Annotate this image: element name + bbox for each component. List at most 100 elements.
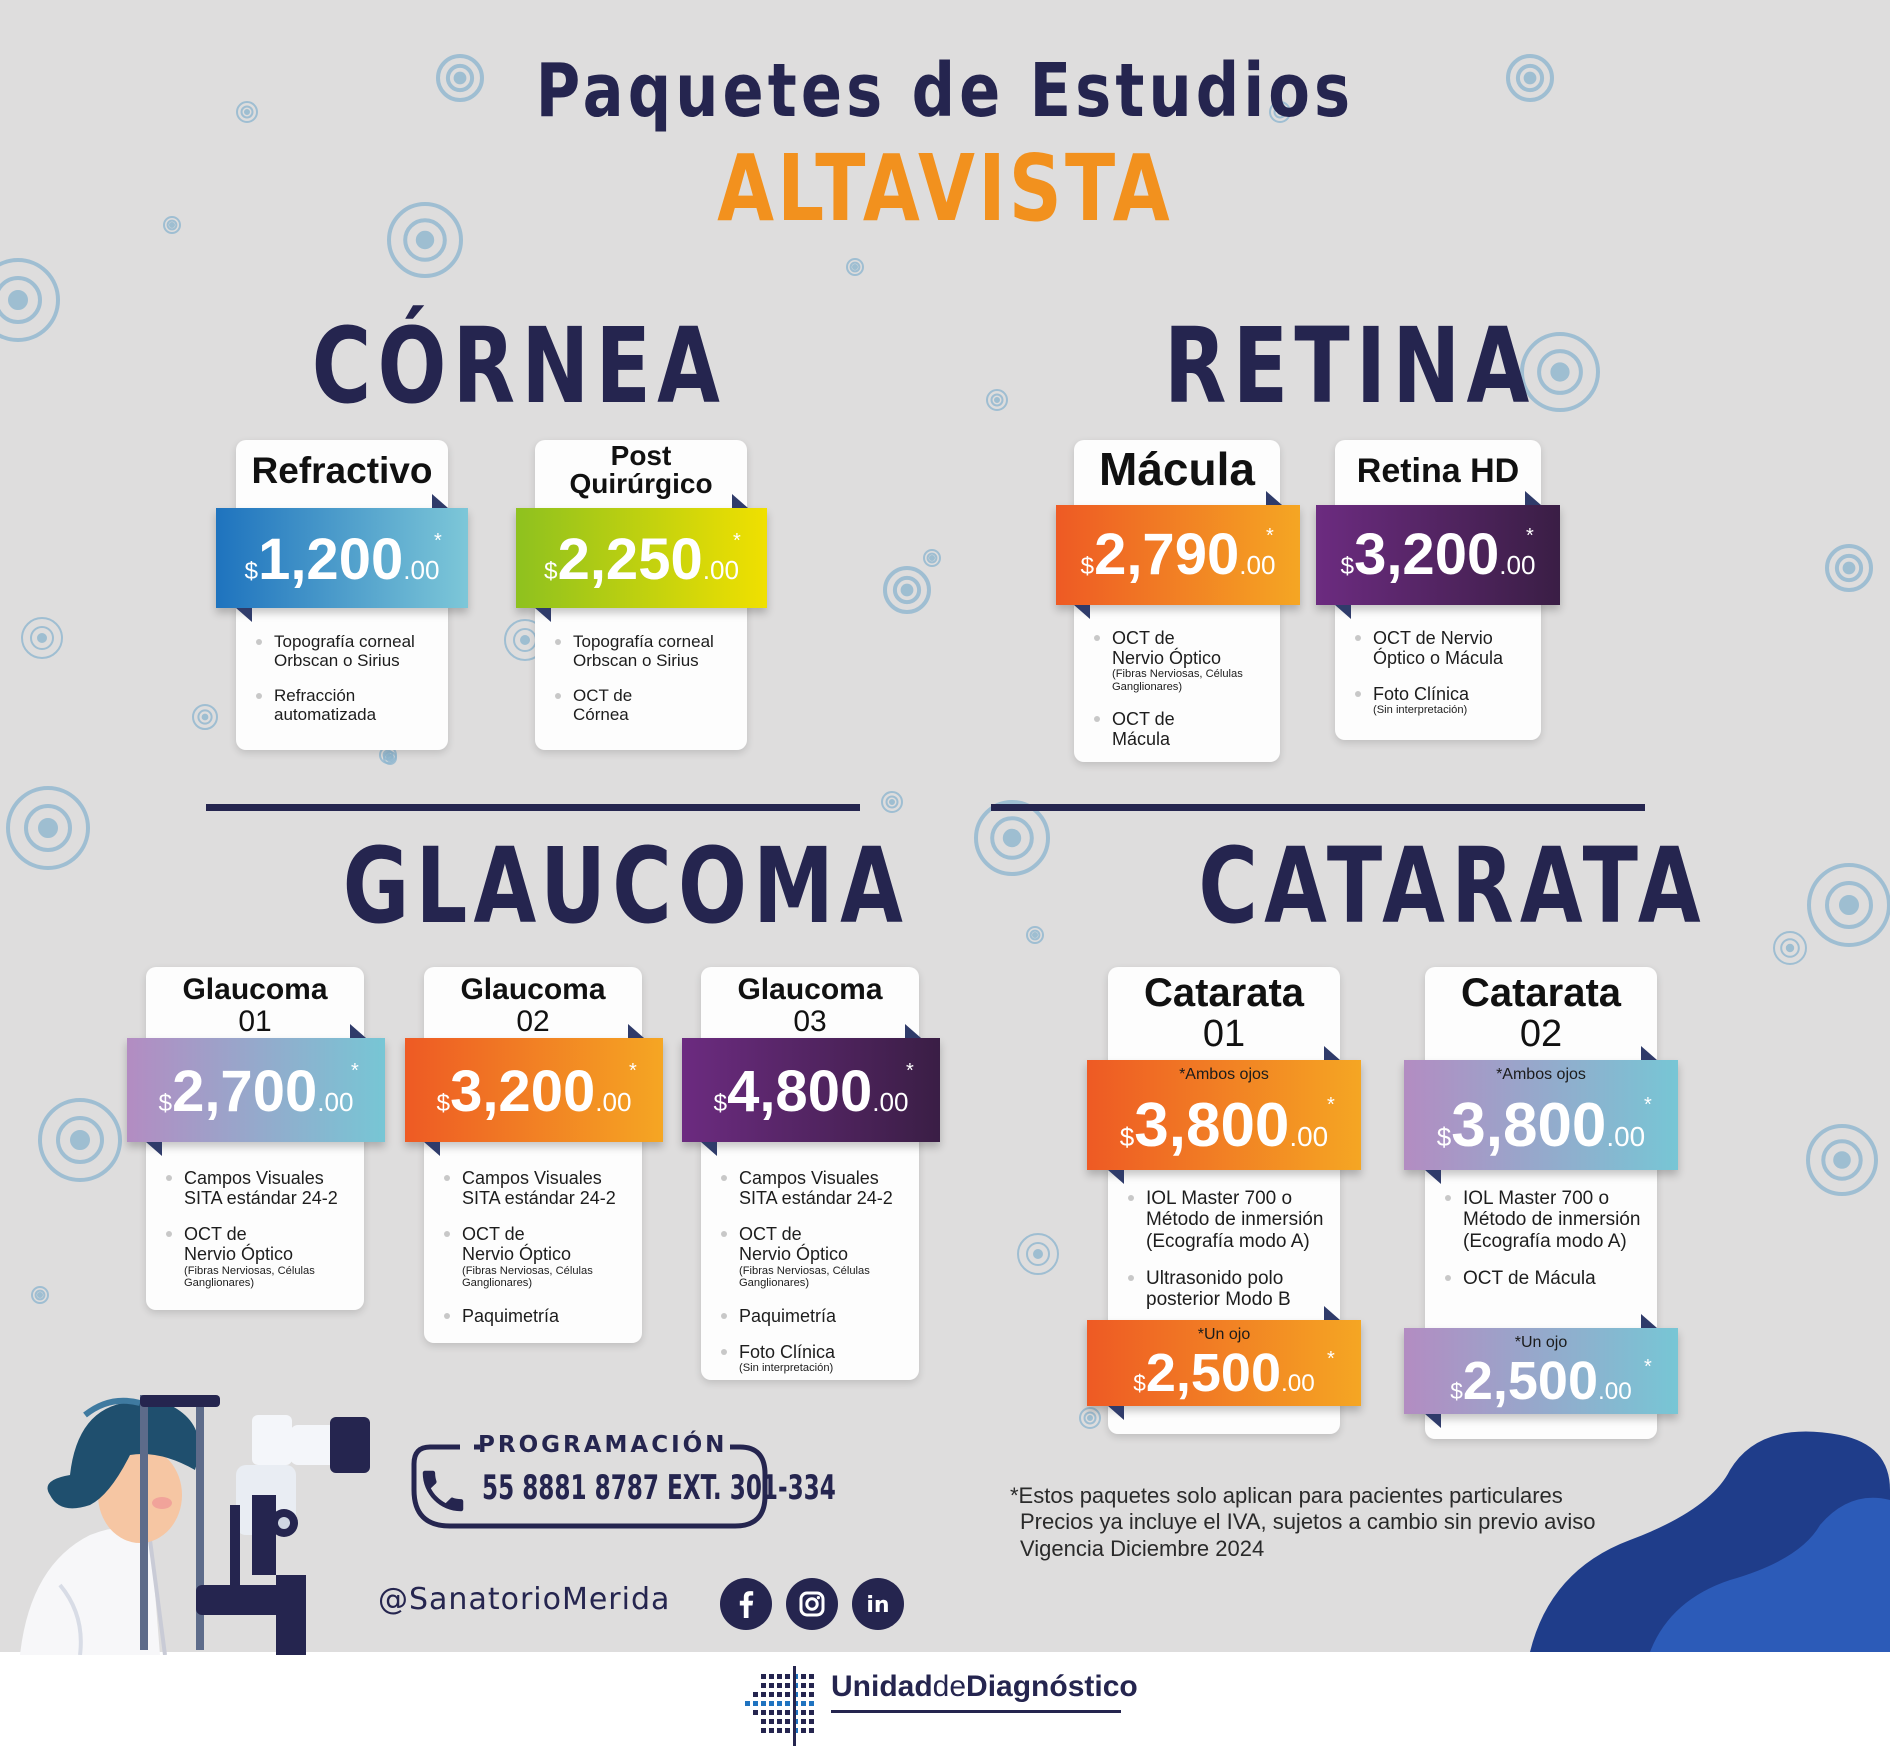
price: $2,250.00 bbox=[516, 526, 767, 593]
price-asterisk: * bbox=[1644, 1094, 1652, 1116]
price-cents: .00 bbox=[1280, 1370, 1315, 1397]
package-items: IOL Master 700 o Método de inmersión (Ec… bbox=[1443, 1188, 1645, 1305]
disclaimer-line-2: Precios ya incluye el IVA, sujetos a cam… bbox=[1020, 1509, 1596, 1535]
logo-word-de: de bbox=[932, 1670, 967, 1703]
logo-pixel bbox=[785, 1674, 790, 1679]
price-ribbon-single bbox=[1087, 1320, 1361, 1406]
price-value: 2,250 bbox=[557, 527, 703, 592]
logo-pixel bbox=[809, 1674, 814, 1679]
ribbon-fold-left bbox=[1074, 605, 1090, 619]
ribbon-fold-right bbox=[1641, 1046, 1657, 1060]
section-title-retina: RETINA bbox=[1164, 305, 1536, 427]
package-item-main: Foto Clínica bbox=[1373, 684, 1470, 705]
linkedin-icon[interactable]: in bbox=[852, 1578, 904, 1630]
ribbon-fold-right bbox=[1525, 491, 1541, 505]
package-item-main: OCT de Nervio Óptico bbox=[739, 1224, 849, 1265]
package-item: IOL Master 700 o Método de inmersión (Ec… bbox=[1443, 1188, 1645, 1252]
logo-pixel bbox=[785, 1692, 790, 1697]
both-eyes-label: *Ambos ojos bbox=[1496, 1066, 1586, 1083]
decorative-ring bbox=[387, 202, 463, 278]
package-items: Topografía corneal Orbscan o Sirius Refra… bbox=[254, 632, 436, 740]
decorative-ring bbox=[923, 549, 941, 567]
brand-title: ALTAVISTA bbox=[717, 135, 1173, 242]
package-name: Refractivo bbox=[251, 450, 433, 491]
price-cents: .00 bbox=[595, 1087, 632, 1117]
package-item: OCT de Nervio Óptico (Fibras Nerviosas, C… bbox=[164, 1224, 352, 1289]
price-value: 2,790 bbox=[1094, 522, 1240, 587]
package-number: 01 bbox=[1202, 1013, 1246, 1055]
logo-pixel bbox=[769, 1674, 774, 1679]
price-cents: .00 bbox=[317, 1087, 354, 1117]
price-ribbon bbox=[216, 508, 468, 608]
logo-underline bbox=[831, 1710, 1121, 1713]
package-items: OCT de Nervio Óptico o Mácula Foto Clínic… bbox=[1353, 628, 1529, 733]
package-number: 02 bbox=[1519, 1013, 1563, 1055]
section-title-cornea: CÓRNEA bbox=[311, 305, 727, 427]
logo-pixel bbox=[761, 1692, 766, 1697]
price-currency: $ bbox=[436, 1090, 451, 1117]
logo-pixel bbox=[769, 1683, 774, 1688]
decorative-ring bbox=[846, 258, 864, 276]
price-cents: .00 bbox=[872, 1087, 909, 1117]
price-asterisk: * bbox=[1327, 1094, 1335, 1116]
ribbon-fold-right bbox=[628, 1024, 644, 1038]
logo-pixel bbox=[801, 1674, 806, 1679]
logo-pixel bbox=[761, 1719, 766, 1724]
logo-pixel bbox=[761, 1683, 766, 1688]
package-name: Glaucoma bbox=[182, 973, 328, 1006]
price: $3,200.00 bbox=[405, 1058, 663, 1125]
ribbon-fold-left bbox=[424, 1142, 440, 1156]
logo-pixel bbox=[769, 1719, 774, 1724]
package-name: Post Quirúrgico bbox=[569, 440, 713, 499]
social-handle[interactable]: @SanatorioMerida bbox=[378, 1582, 671, 1617]
ribbon-fold-right bbox=[1266, 491, 1282, 505]
price-asterisk: * bbox=[1644, 1356, 1652, 1378]
page-title: Paquetes de Estudios bbox=[535, 48, 1355, 134]
package-item: IOL Master 700 o Método de inmersión (Ec… bbox=[1126, 1188, 1328, 1252]
ribbon-fold-right bbox=[732, 494, 748, 508]
logo-pixel bbox=[761, 1674, 766, 1679]
logo-mark-icon bbox=[745, 1666, 814, 1746]
ribbon-fold-left bbox=[1108, 1406, 1124, 1420]
logo-pixel bbox=[769, 1710, 774, 1715]
price-currency: $ bbox=[158, 1090, 173, 1117]
package-number: 02 bbox=[516, 1005, 550, 1038]
price-asterisk: * bbox=[434, 530, 442, 552]
price-value: 2,500 bbox=[1145, 1343, 1281, 1403]
divider-left bbox=[206, 804, 860, 811]
phone-icon bbox=[422, 1470, 464, 1512]
logo-pixel bbox=[801, 1701, 806, 1706]
package-item-note: (Fibras Nerviosas, Células Ganglionares) bbox=[184, 1264, 315, 1290]
package-item: Paquimetría bbox=[442, 1306, 630, 1326]
price-value: 2,700 bbox=[172, 1059, 318, 1124]
decorative-circles bbox=[0, 54, 1890, 1542]
instagram-icon[interactable] bbox=[786, 1578, 838, 1630]
ribbon-fold-right bbox=[350, 1024, 366, 1038]
package-items: Topografía corneal Orbscan o Sirius OCT d… bbox=[553, 632, 735, 740]
ribbon-fold-left bbox=[1108, 1170, 1124, 1184]
price-currency: $ bbox=[1436, 1122, 1452, 1152]
price: $2,700.00 bbox=[127, 1058, 385, 1125]
ribbon-fold-right bbox=[432, 494, 448, 508]
ribbon-fold-right bbox=[905, 1024, 921, 1038]
price-currency: $ bbox=[713, 1090, 728, 1117]
facebook-icon[interactable] bbox=[720, 1578, 772, 1630]
price-asterisk: * bbox=[351, 1060, 359, 1082]
package-card-glaucoma02[interactable]: Glaucoma 02 bbox=[424, 967, 642, 1343]
package-item: Topografía corneal Orbscan o Sirius bbox=[254, 632, 436, 670]
package-item: Paquimetría bbox=[719, 1306, 907, 1326]
package-card-glaucoma03[interactable]: Glaucoma 03 bbox=[701, 967, 919, 1380]
both-eyes-label: *Ambos ojos bbox=[1179, 1066, 1269, 1083]
price-value: 1,200 bbox=[258, 527, 404, 592]
logo-pixel bbox=[801, 1683, 806, 1688]
ribbon-fold-right bbox=[1324, 1306, 1340, 1320]
price-cents: .00 bbox=[1239, 550, 1276, 580]
decorative-ring bbox=[1807, 863, 1890, 947]
package-item: Foto Clínica (Sin interpretación) bbox=[1353, 684, 1529, 717]
ribbon-fold-left bbox=[1425, 1170, 1441, 1184]
logo-pixel bbox=[777, 1701, 782, 1706]
logo-pixel bbox=[785, 1701, 790, 1706]
price-value: 3,200 bbox=[450, 1059, 596, 1124]
phone-number[interactable]: 55 8881 8787 EXT. 301-334 bbox=[482, 1468, 836, 1508]
price-currency: $ bbox=[1340, 553, 1355, 580]
